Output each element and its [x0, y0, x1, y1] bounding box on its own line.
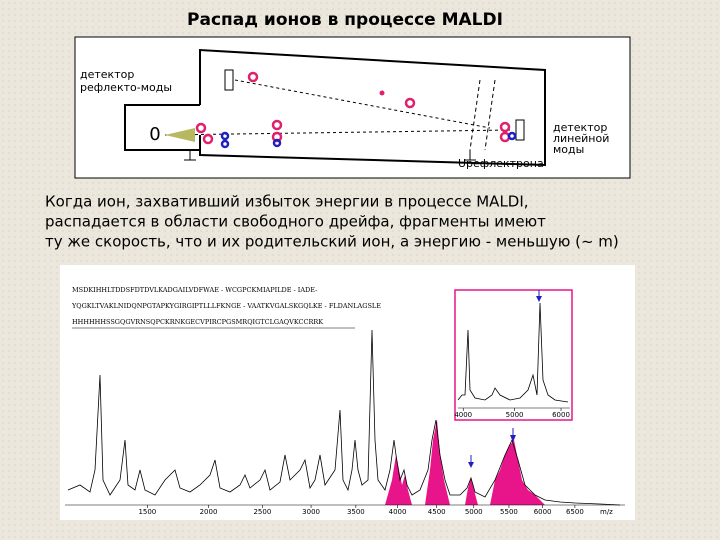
x-tick-label: 3500 — [347, 508, 365, 516]
x-tick-label: 1500 — [138, 508, 156, 516]
slide-title: Распад ионов в процессе MALDI — [187, 10, 503, 30]
x-tick-label: 6500 — [566, 508, 584, 516]
tof-diagram: 0 детектор рефлекто-моды детектор линейн… — [74, 36, 631, 179]
x-tick-label: 6000 — [552, 411, 570, 419]
sequence-line: YQGKLTVAKLNIDQNPGTAPKYGIRGIPTLLLFKNGE - … — [71, 302, 381, 310]
x-tick-label: 4000 — [454, 411, 472, 419]
svg-text:0: 0 — [149, 124, 160, 145]
sequence-line: HHHHHHSSGQGVRNSQPCKRNKGECVPIRCPGSMRQIGTC… — [72, 318, 323, 326]
x-tick-label: 5500 — [500, 508, 518, 516]
x-tick-label: 5000 — [465, 508, 483, 516]
x-tick-label: 3000 — [302, 508, 320, 516]
label: Uрефлектрона — [458, 157, 544, 170]
spectrum: MSDKIHHLTDDSFDTDVLKADGAILVDFWAE - WCGPCK… — [60, 265, 635, 520]
label: линейной — [553, 132, 609, 145]
paragraph-line: Когда ион, захвативший избыток энергии в… — [45, 193, 529, 211]
x-tick-label: 5000 — [506, 411, 524, 419]
x-tick-label: 4000 — [389, 508, 407, 516]
x-tick-label: 2500 — [253, 508, 271, 516]
sequence-line: MSDKIHHLTDDSFDTDVLKADGAILVDFWAE - WCGPCK… — [72, 286, 317, 294]
label: детектор — [553, 121, 607, 134]
label: моды — [553, 143, 584, 156]
x-tick-label: 6000 — [534, 508, 552, 516]
paragraph-line: распадается в области свободного дрейфа,… — [45, 213, 546, 231]
label: рефлекто-моды — [80, 81, 172, 94]
x-axis-label: m/z — [600, 508, 613, 516]
paragraph-line: ту же скорость, что и их родительский ио… — [45, 233, 619, 251]
label: детектор — [80, 68, 134, 81]
x-tick-label: 2000 — [200, 508, 218, 516]
x-tick-label: 4500 — [428, 508, 446, 516]
